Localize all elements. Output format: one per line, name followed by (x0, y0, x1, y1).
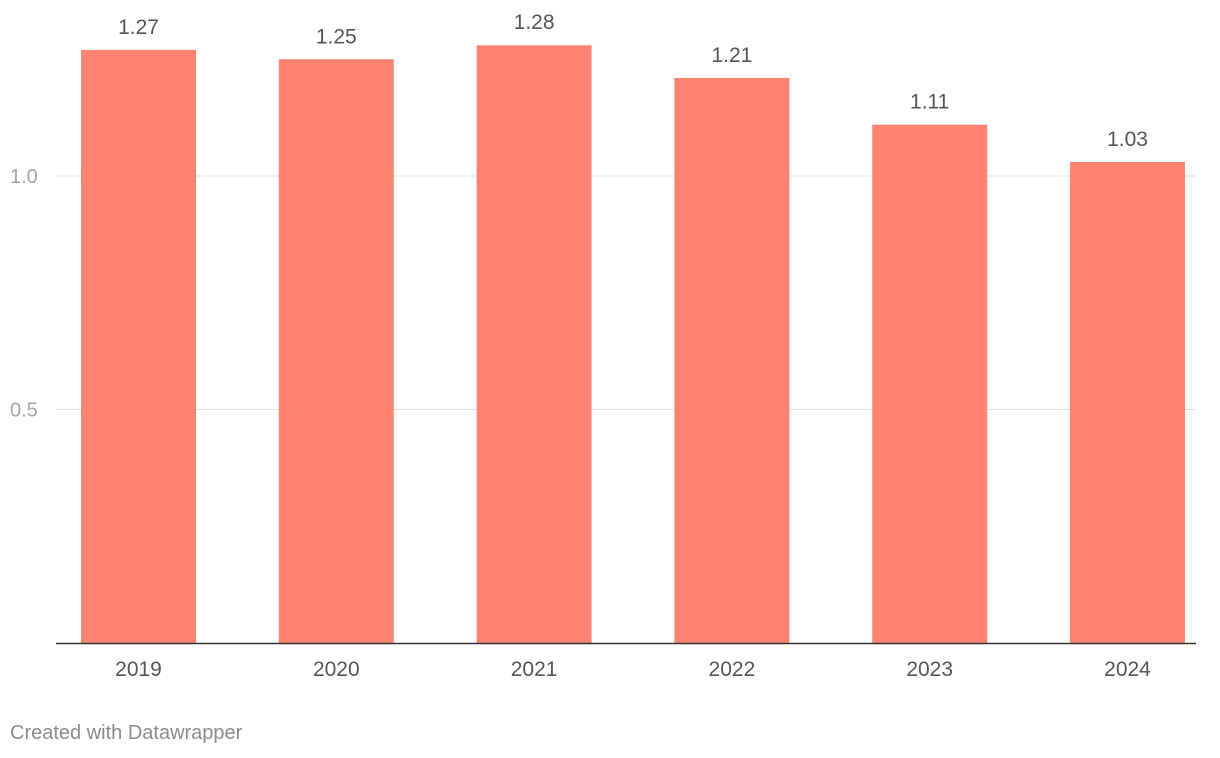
bar-2024 (1070, 161, 1185, 644)
bar-2020 (278, 59, 394, 643)
y-tick-label: 0.5 (10, 400, 38, 422)
value-label: 1.25 (316, 25, 357, 48)
x-tick-label: 2023 (906, 658, 953, 681)
x-tick-label: 2024 (1104, 658, 1151, 681)
x-axis: 2019 2020 2021 2022 2023 2024 (56, 642, 1196, 681)
value-label: 1.03 (1107, 128, 1148, 151)
value-label: 1.21 (711, 44, 752, 67)
y-tick-label: 1.0 (10, 166, 38, 188)
credit-text: Created with Datawrapper (10, 722, 243, 744)
bar-2021 (476, 45, 592, 644)
x-tick-label: 2022 (709, 658, 756, 681)
x-tick-label: 2021 (511, 658, 558, 681)
bar-2019 (81, 49, 196, 644)
value-label: 1.27 (118, 16, 159, 39)
value-labels: 1.27 1.25 1.28 1.21 1.11 1.03 (118, 11, 1148, 151)
x-tick-label: 2020 (313, 658, 360, 681)
bars (81, 45, 1185, 644)
value-label: 1.28 (514, 11, 555, 34)
bar-2022 (674, 77, 790, 644)
value-label: 1.11 (910, 91, 949, 114)
gridlines: 0.5 1.0 (10, 166, 1196, 422)
bar-2023 (872, 124, 988, 643)
x-tick-label: 2019 (115, 658, 162, 681)
